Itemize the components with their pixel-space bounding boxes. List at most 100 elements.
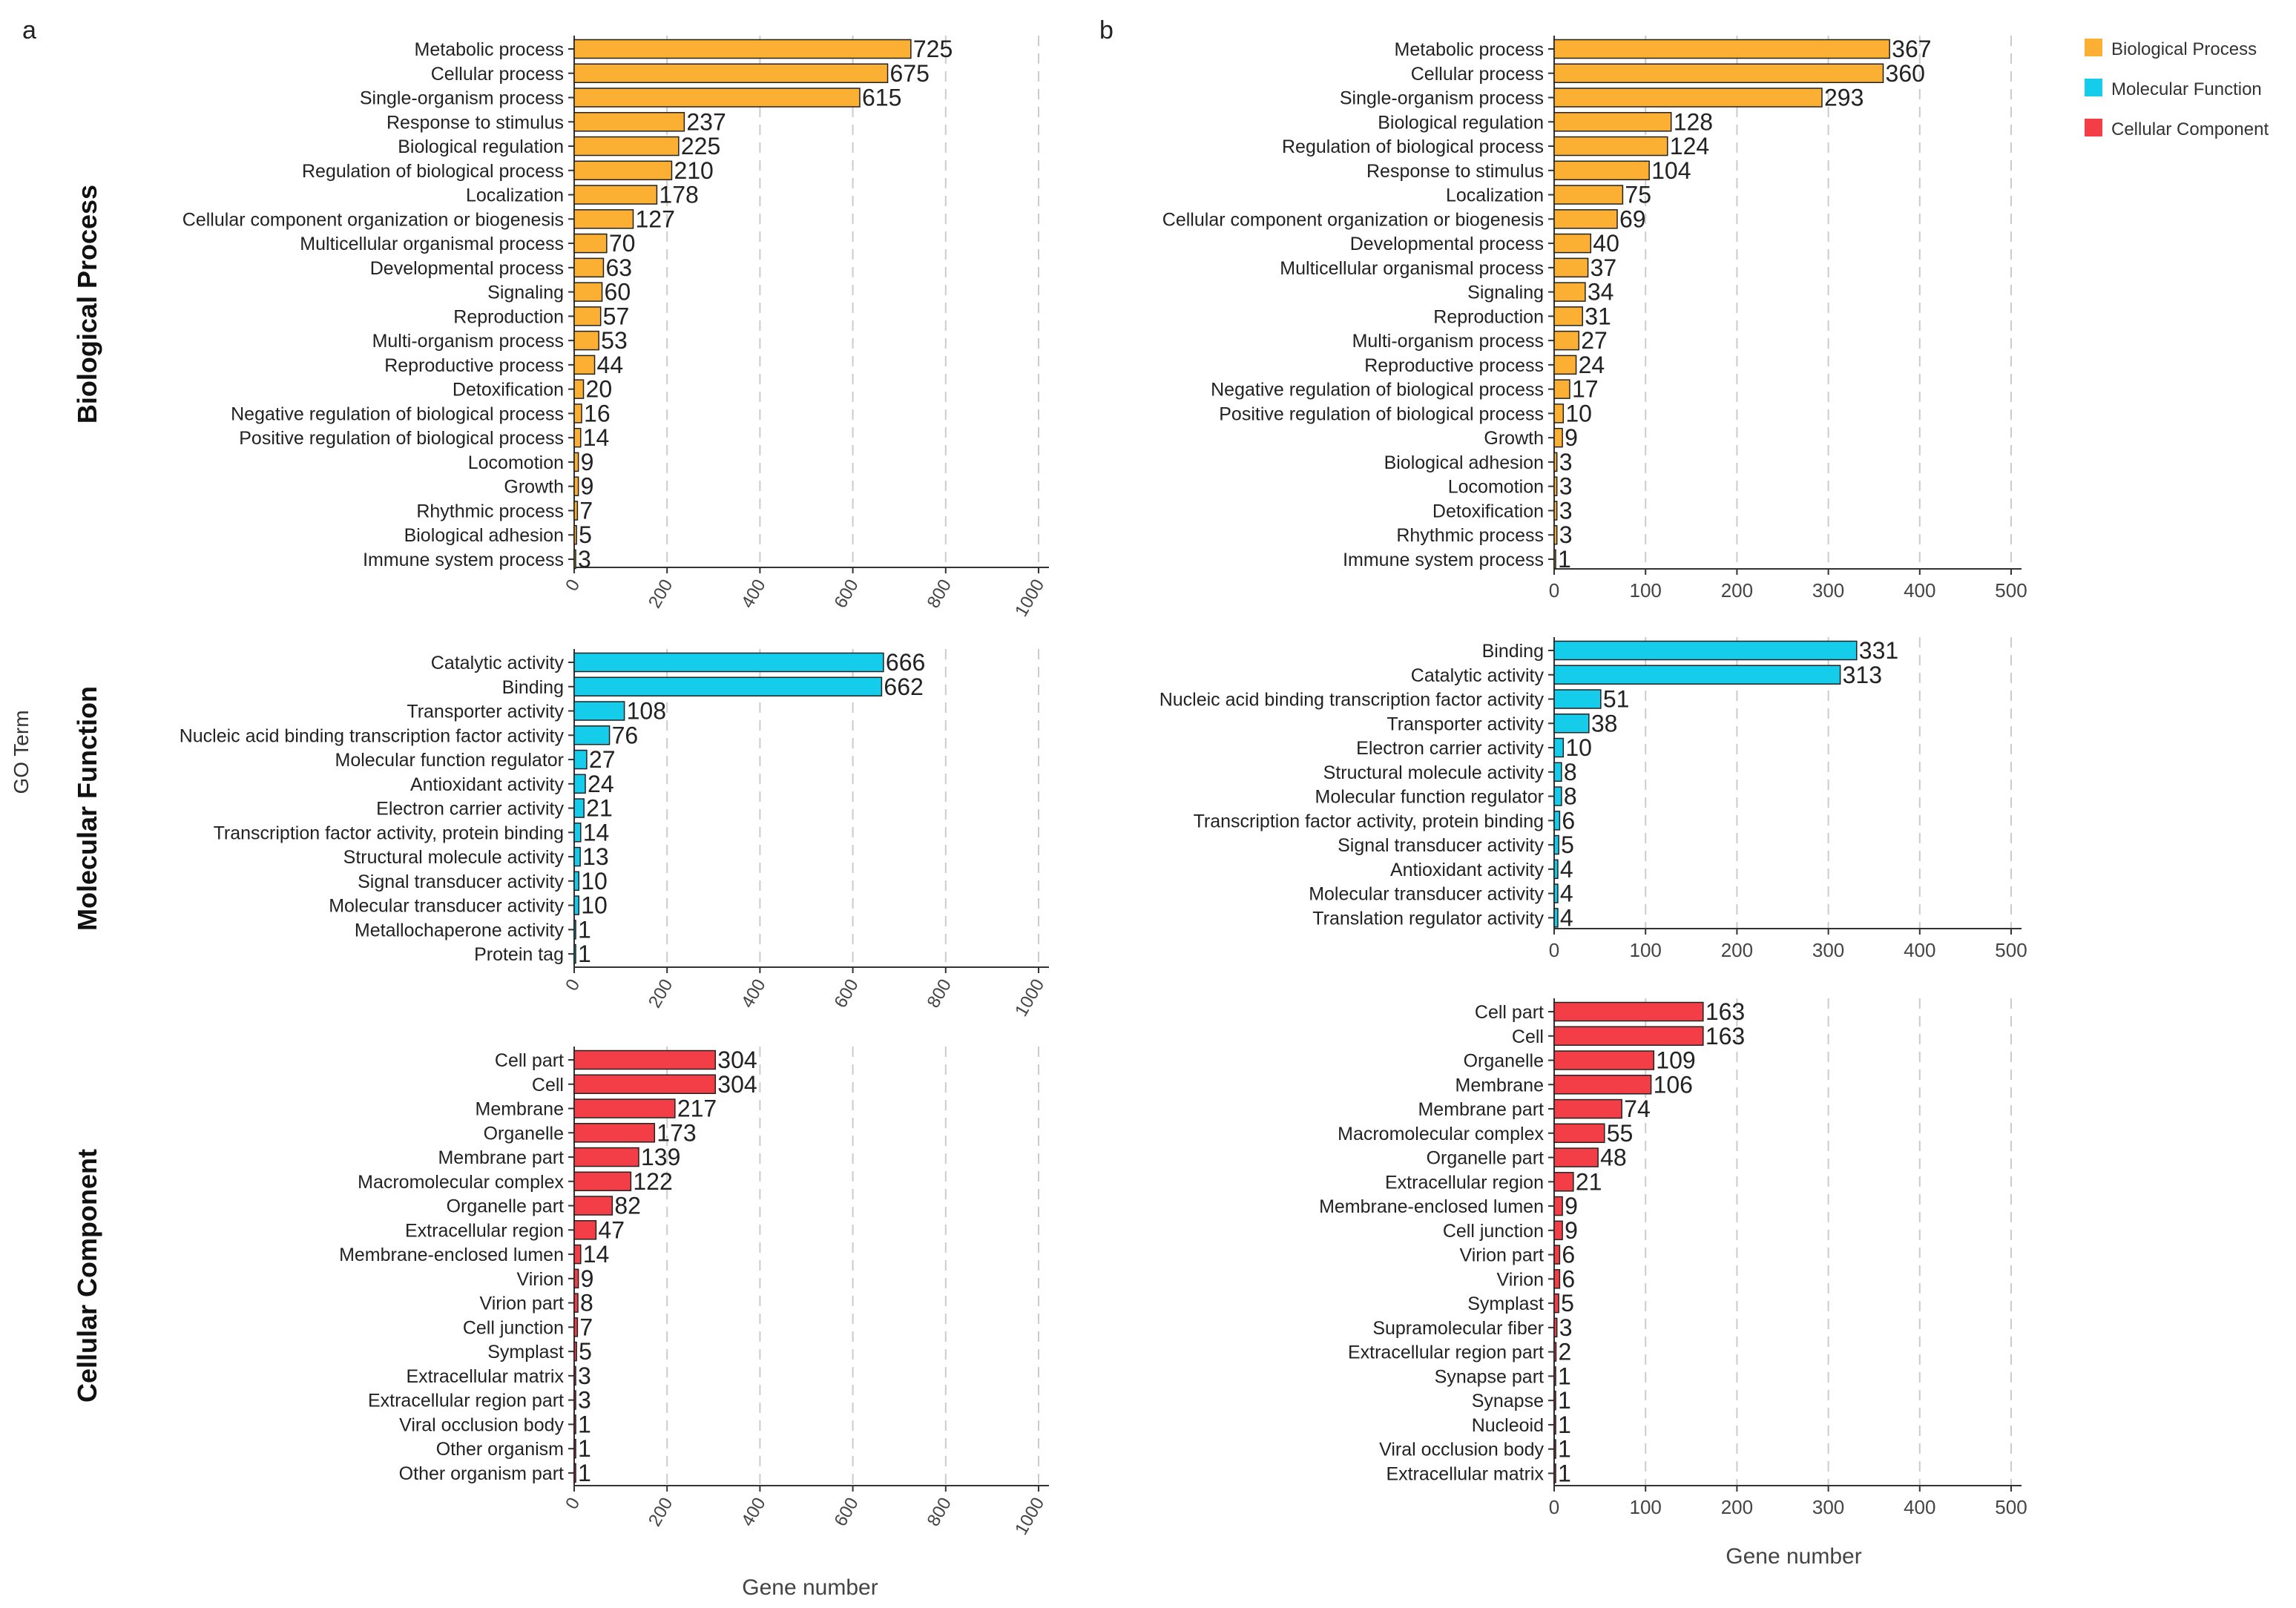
value-label: 5	[1561, 1290, 1574, 1317]
x-tick-label: 400	[737, 976, 769, 1012]
legend-swatch-molecular-function	[2085, 79, 2102, 96]
value-label: 55	[1607, 1120, 1634, 1147]
value-label: 14	[583, 1241, 610, 1268]
bar	[1553, 282, 1586, 302]
bar	[573, 379, 585, 399]
value-label: 3	[1559, 497, 1573, 524]
category-label: Membrane part	[1418, 1099, 1544, 1120]
category-label: Synapse	[1472, 1391, 1544, 1411]
legend-label-biological-process: Biological Process	[2111, 39, 2257, 59]
category-label: Reproductive process	[1364, 355, 1544, 376]
bar	[1553, 1463, 1556, 1483]
value-label: 106	[1654, 1071, 1693, 1098]
bar	[573, 209, 634, 229]
category-label: Positive regulation of biological proces…	[1219, 403, 1544, 424]
x-tick-label: 200	[645, 576, 677, 612]
category-label: Cell part	[495, 1050, 564, 1071]
category-label: Nucleic acid binding transcription facto…	[1159, 690, 1545, 711]
value-label: 21	[1576, 1168, 1602, 1195]
category-label: Multicellular organismal process	[1280, 258, 1544, 279]
bar	[573, 1196, 614, 1216]
legend-label-molecular-function: Molecular Function	[2111, 79, 2262, 99]
bar	[1553, 714, 1590, 734]
category-label: Reproduction	[453, 306, 564, 327]
x-tick-label: 0	[1549, 939, 1559, 961]
value-label: 108	[627, 698, 666, 725]
value-label: 1	[578, 1460, 591, 1486]
value-label: 21	[586, 795, 613, 822]
category-label: Virion	[517, 1269, 564, 1290]
category-label: Biological adhesion	[404, 525, 564, 546]
category-label: Other organism part	[399, 1463, 564, 1484]
category-label: Electron carrier activity	[1356, 738, 1544, 759]
category-label: Metabolic process	[1395, 39, 1544, 60]
value-label: 24	[588, 771, 614, 797]
bar	[1553, 1050, 1655, 1070]
value-label: 63	[605, 254, 632, 281]
bar	[1553, 549, 1556, 570]
value-label: 1	[1558, 1387, 1571, 1414]
category-label: Biological regulation	[1378, 112, 1544, 133]
category-label: Regulation of biological process	[1282, 136, 1544, 157]
category-label: Membrane part	[438, 1147, 564, 1168]
x-tick-label: 400	[1904, 579, 1935, 602]
category-label: Transcription factor activity, protein b…	[1194, 811, 1544, 831]
value-label: 53	[601, 327, 628, 354]
value-label: 3	[1559, 1314, 1573, 1341]
category-label: Antioxidant activity	[1390, 860, 1545, 880]
value-label: 3	[1559, 449, 1573, 475]
x-tick-label: 600	[830, 576, 862, 612]
legend-label-cellular-component: Cellular Component	[2111, 119, 2269, 139]
category-label: Cell part	[1475, 1002, 1544, 1023]
legend-item-molecular-function: Molecular Function	[2085, 79, 2262, 99]
value-label: 293	[1824, 85, 1864, 111]
value-label: 31	[1585, 303, 1611, 329]
bar	[1553, 737, 1565, 758]
x-tick-label: 600	[830, 1495, 862, 1530]
value-label: 173	[657, 1119, 696, 1146]
value-label: 38	[1591, 710, 1618, 737]
x-tick-label: 100	[1630, 939, 1662, 961]
bar	[573, 330, 599, 351]
bar	[573, 476, 579, 496]
value-label: 14	[583, 424, 610, 451]
bar	[573, 676, 883, 697]
bar	[1553, 476, 1558, 496]
value-label: 47	[598, 1216, 625, 1243]
bar	[573, 501, 579, 521]
x-tick-label: 200	[645, 1495, 677, 1530]
value-label: 13	[582, 843, 609, 870]
value-label: 20	[586, 376, 613, 403]
category-label: Molecular function regulator	[335, 750, 565, 771]
value-label: 7	[579, 497, 593, 524]
category-label: Macromolecular complex	[358, 1172, 564, 1193]
bar	[1553, 524, 1558, 545]
bar	[573, 427, 582, 448]
x-tick-label: 400	[1904, 939, 1935, 961]
category-label: Extracellular matrix	[1386, 1463, 1544, 1484]
category-label: Synapse part	[1435, 1366, 1544, 1387]
bar	[1553, 883, 1559, 903]
value-label: 3	[1559, 521, 1573, 548]
value-label: 6	[1562, 807, 1575, 834]
bar	[573, 185, 658, 205]
x-tick-label: 400	[737, 1495, 769, 1530]
category-label: Rhythmic process	[1396, 525, 1544, 546]
category-label: Transporter activity	[1387, 714, 1544, 734]
category-label: Structural molecule activity	[1323, 762, 1545, 783]
value-label: 675	[890, 60, 930, 87]
category-label: Multicellular organismal process	[300, 234, 564, 254]
bar	[573, 871, 580, 892]
chart-a-cellular-component: 0 200 400 600 800 1000 Cell part 304 Cell 304 Memb…	[339, 1047, 1049, 1538]
x-tick-label: 800	[924, 576, 955, 612]
value-label: 10	[1565, 734, 1592, 761]
value-label: 10	[581, 892, 608, 919]
category-label: Metallochaperone activity	[355, 920, 565, 940]
bar	[573, 823, 582, 843]
bar	[1553, 689, 1602, 709]
category-label: Biological regulation	[398, 136, 564, 157]
value-label: 109	[1656, 1047, 1695, 1074]
value-label: 9	[581, 449, 594, 475]
category-label: Translation regulator activity	[1312, 908, 1544, 929]
value-label: 60	[605, 279, 631, 306]
